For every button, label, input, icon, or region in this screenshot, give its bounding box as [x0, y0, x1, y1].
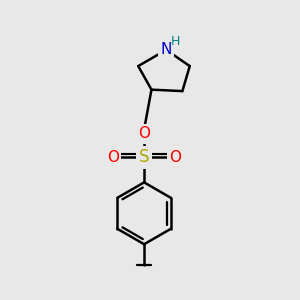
Text: S: S	[139, 148, 149, 166]
Text: O: O	[138, 126, 150, 141]
Text: H: H	[170, 34, 180, 48]
Text: O: O	[107, 150, 119, 165]
Text: O: O	[169, 150, 181, 165]
Text: N: N	[160, 42, 172, 57]
